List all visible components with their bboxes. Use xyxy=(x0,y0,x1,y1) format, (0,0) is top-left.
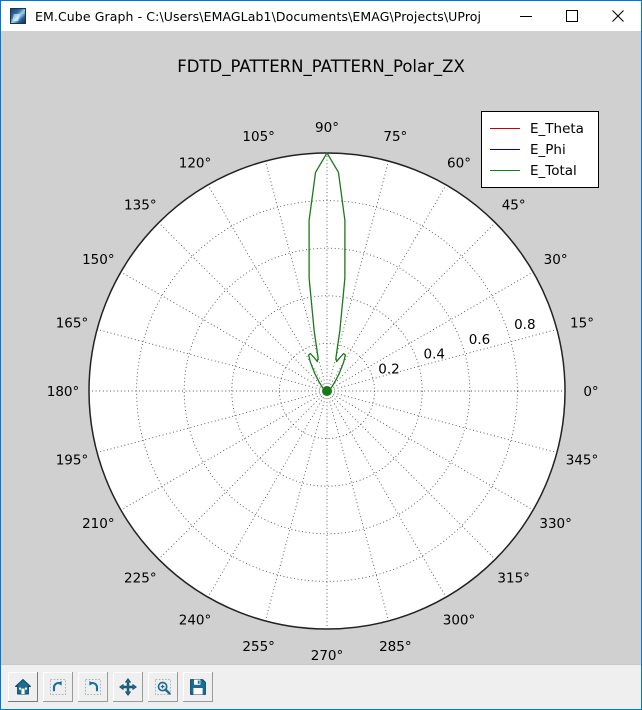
polar-spoke xyxy=(96,390,328,454)
save-button[interactable] xyxy=(182,671,214,703)
polar-spoke xyxy=(326,390,496,560)
theta-tick-label: 315° xyxy=(497,571,530,587)
polar-ring xyxy=(231,295,423,487)
pan-move-icon xyxy=(119,678,137,696)
theta-tick-label: 90° xyxy=(315,120,339,136)
caption-button-group xyxy=(503,1,641,31)
home-icon xyxy=(15,679,31,695)
r-tick-label: 0.2 xyxy=(378,361,399,377)
theta-tick-label: 345° xyxy=(566,452,599,468)
zoom-button[interactable] xyxy=(147,671,179,703)
polar-spoke xyxy=(158,222,328,392)
theta-tick-label: 150° xyxy=(82,252,115,268)
legend-item: E_Theta xyxy=(490,118,590,139)
polar-spoke xyxy=(326,222,496,392)
polar-ring xyxy=(183,247,471,535)
legend-swatch-e-total xyxy=(490,170,520,171)
theta-tick-label: 225° xyxy=(124,571,157,587)
theta-tick-label: 45° xyxy=(502,197,526,213)
theta-tick-label: 135° xyxy=(124,197,157,213)
polar-spoke xyxy=(326,328,558,392)
maximize-button[interactable] xyxy=(549,1,595,31)
forward-arrow-icon xyxy=(85,679,101,695)
back-button[interactable] xyxy=(42,671,74,703)
legend-label-e-total: E_Total xyxy=(530,162,577,179)
figure-canvas[interactable]: FDTD_PATTERN_PATTERN_Polar_ZX 0° 15° 30° 45… xyxy=(1,31,641,664)
polar-spoke xyxy=(326,184,447,392)
maximize-icon xyxy=(566,10,578,22)
polar-spoke xyxy=(326,390,534,511)
zoom-rect-icon xyxy=(155,679,171,695)
title-bar[interactable]: EM.Cube Graph - C:\Users\EMAGLab1\Docume… xyxy=(1,1,641,31)
theta-tick-label: 240° xyxy=(179,613,212,629)
polar-spoke xyxy=(326,271,534,392)
polar-spoke xyxy=(96,328,328,392)
polar-spoke xyxy=(207,184,328,392)
legend-item: E_Total xyxy=(490,160,590,181)
legend-label-e-theta: E_Theta xyxy=(530,120,584,137)
theta-tick-label: 30° xyxy=(544,252,568,268)
theta-tick-label: 120° xyxy=(179,155,212,171)
polar-spoke xyxy=(264,390,328,622)
legend-swatch-e-theta xyxy=(490,128,520,129)
theta-tick-label: 300° xyxy=(443,613,476,629)
r-tick-label: 0.6 xyxy=(469,332,490,348)
legend-box: E_Theta E_Phi E_Total xyxy=(481,111,599,188)
theta-tick-label: 285° xyxy=(379,639,412,655)
legend-item: E_Phi xyxy=(490,139,590,160)
polar-plot: 0° 15° 30° 45° 60° 75° 90° 105° 120° 135° 150° 165°… xyxy=(47,120,599,664)
home-button[interactable] xyxy=(7,671,39,703)
polar-ring xyxy=(278,342,376,440)
page-title: FDTD_PATTERN_PATTERN_Polar_ZX xyxy=(177,57,465,76)
polar-spoke xyxy=(158,390,328,560)
theta-tick-label: 75° xyxy=(383,129,407,145)
pan-button[interactable] xyxy=(112,671,144,703)
theta-tick-label: 330° xyxy=(539,516,572,532)
save-floppy-icon xyxy=(190,679,206,695)
theta-tick-label: 15° xyxy=(570,316,594,332)
close-button[interactable] xyxy=(595,1,641,31)
close-icon xyxy=(612,10,624,22)
legend-label-e-phi: E_Phi xyxy=(530,141,566,158)
polar-spoke xyxy=(207,390,328,598)
polar-axes: 0° 15° 30° 45° 60° 75° 90° 105° 120° 135° 150° 165°… xyxy=(47,120,599,664)
theta-tick-label: 180° xyxy=(47,384,80,400)
theta-tick-label: 210° xyxy=(82,516,115,532)
emcube-app-icon xyxy=(10,8,26,24)
theta-tick-label: 255° xyxy=(242,639,275,655)
minimize-icon xyxy=(520,16,532,17)
origin-marker xyxy=(322,386,332,396)
polar-spoke xyxy=(120,271,328,392)
theta-tick-label: 195° xyxy=(56,452,89,468)
theta-tick-label: 165° xyxy=(56,316,89,332)
polar-spoke xyxy=(120,390,328,511)
theta-tick-label: 0° xyxy=(583,384,598,400)
theta-tick-label: 270° xyxy=(311,648,344,664)
legend-swatch-e-phi xyxy=(490,149,520,150)
polar-spoke xyxy=(326,390,447,598)
r-tick-label: 0.4 xyxy=(424,347,445,363)
polar-spoke xyxy=(326,390,390,622)
polar-spoke xyxy=(326,390,558,454)
theta-tick-label: 60° xyxy=(447,155,471,171)
theta-tick-label: 105° xyxy=(242,129,275,145)
forward-button[interactable] xyxy=(77,671,109,703)
window-title: EM.Cube Graph - C:\Users\EMAGLab1\Docume… xyxy=(35,8,482,24)
minimize-button[interactable] xyxy=(503,1,549,31)
back-arrow-icon xyxy=(50,679,66,695)
navigation-toolbar xyxy=(1,664,641,709)
polar-ring xyxy=(136,200,518,582)
r-tick-label: 0.8 xyxy=(514,317,535,333)
toolbar-button-group xyxy=(7,671,217,703)
